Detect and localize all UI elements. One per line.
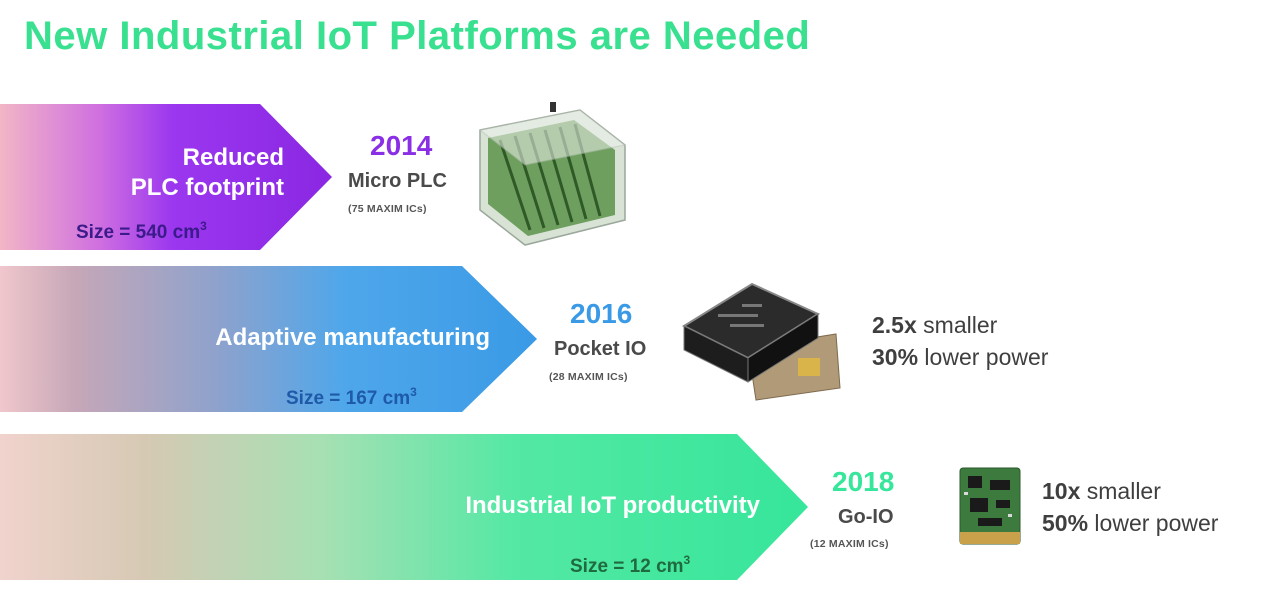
arrow-label-2018: Industrial IoT productivity [390,491,760,521]
arrow-label-line: Industrial IoT productivity [465,492,760,519]
product-name-go-io: Go-IO [838,506,894,528]
arrow-banner-2018 [0,434,808,580]
stat-line-size: 10x smaller [1042,475,1218,507]
micro-plc-board-icon [478,102,627,246]
stat-line-power: 30% lower power [872,341,1048,373]
stat-text: smaller [1080,478,1161,504]
size-label-2018: Size = 12 cm3 [570,553,690,578]
arrow-label-line: Adaptive manufacturing [215,324,490,351]
size-label-2016: Size = 167 cm3 [286,385,417,410]
product-name-micro-plc: Micro PLC [348,170,447,192]
stat-text: smaller [916,312,998,338]
stat-text: lower power [918,344,1049,370]
stat-line-power: 50% lower power [1042,507,1218,539]
year-2016: 2016 [570,298,633,329]
stats-2018: 10x smaller 50% lower power [1042,475,1218,539]
year-2014: 2014 [370,130,433,161]
ic-count-go-io: (12 MAXIM ICs) [810,538,889,550]
size-exponent: 3 [200,219,207,233]
ic-count-pocket-io: (28 MAXIM ICs) [549,371,628,383]
arrow-label-2016: Adaptive manufacturing [160,323,490,353]
stats-2016: 2.5x smaller 30% lower power [872,309,1048,373]
arrow-label-line: Reduced [182,144,284,171]
stat-value: 50% [1042,510,1089,536]
stat-value: 30% [872,344,919,370]
size-text: Size = 12 cm [570,556,684,577]
arrow-banner-2016 [0,266,537,412]
stat-text: lower power [1088,510,1219,536]
size-exponent: 3 [683,553,691,567]
pocket-io-box-icon [681,282,841,401]
arrow-banner-2014 [0,104,332,250]
product-name-pocket-io: Pocket IO [554,338,647,360]
size-text: Size = 167 cm [286,388,411,409]
size-label-2014: Size = 540 cm3 [76,219,207,244]
go-io-board-icon [959,467,1021,545]
stat-value: 2.5x [872,312,917,338]
stat-value: 10x [1042,478,1081,504]
stat-line-size: 2.5x smaller [872,309,1048,341]
year-2018: 2018 [832,466,895,497]
arrow-label-2014: Reduced PLC footprint [120,143,284,203]
ic-count-micro-plc: (75 MAXIM ICs) [348,203,427,215]
arrow-label-line: PLC footprint [130,174,284,201]
page-title: New Industrial IoT Platforms are Needed [24,14,811,58]
size-exponent: 3 [410,385,417,399]
size-text: Size = 540 cm [76,222,201,243]
